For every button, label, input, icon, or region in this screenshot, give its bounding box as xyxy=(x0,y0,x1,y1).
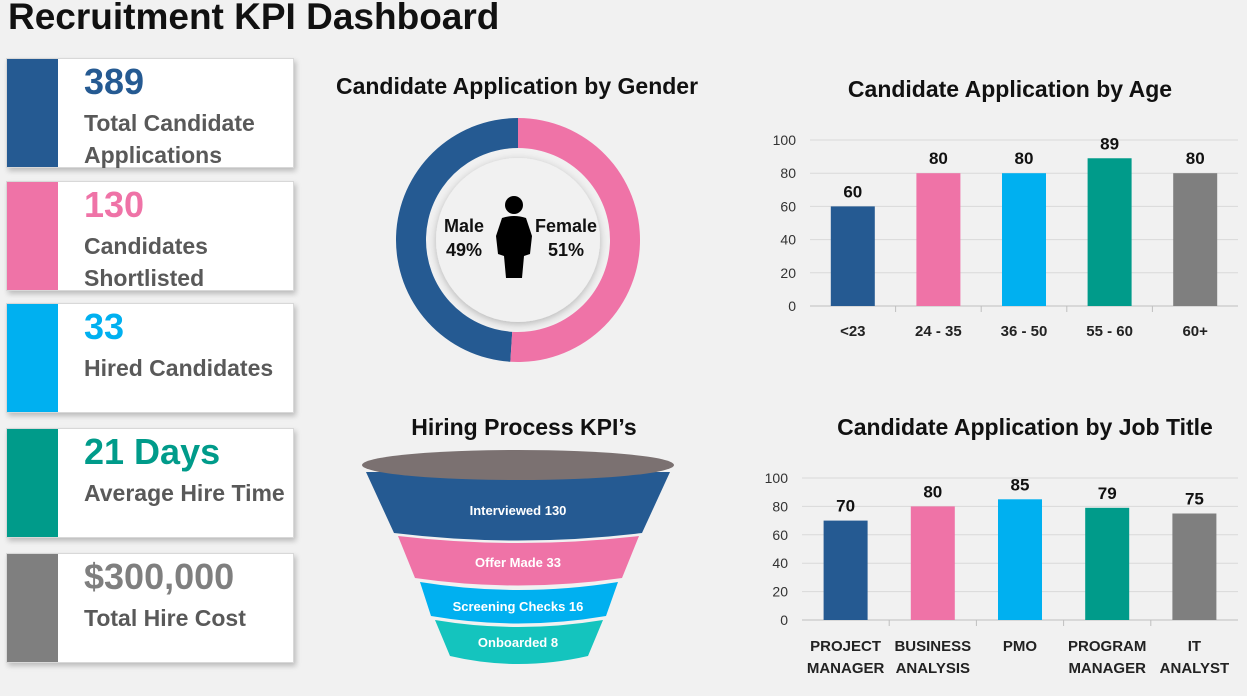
y-tick-label: 80 xyxy=(780,165,796,181)
kpi-color-bar xyxy=(7,554,58,662)
data-label: 85 xyxy=(1011,475,1030,494)
x-tick-label: 24 - 35 xyxy=(915,323,962,340)
x-tick-label: IT ANALYST xyxy=(1160,638,1229,677)
kpi-card-hire-cost: $300,000 Total Hire Cost xyxy=(6,553,294,663)
y-tick-label: 60 xyxy=(772,527,788,543)
funnel-title: Hiring Process KPI’s xyxy=(411,414,637,440)
kpi-label: Candidates Shortlisted xyxy=(84,233,208,291)
bar xyxy=(823,520,868,620)
kpi-label: Total Hire Cost xyxy=(84,605,246,631)
bar xyxy=(916,173,961,306)
y-tick-label: 100 xyxy=(765,470,789,486)
data-label: 80 xyxy=(1186,149,1205,168)
y-tick-label: 20 xyxy=(780,265,796,281)
female-label-block: Female 51% xyxy=(532,214,600,262)
y-tick-label: 0 xyxy=(788,298,796,314)
kpi-label: Average Hire Time xyxy=(84,480,285,506)
data-label: 80 xyxy=(929,149,948,168)
kpi-color-bar xyxy=(7,429,58,537)
y-tick-label: 40 xyxy=(772,555,788,571)
data-label: 60 xyxy=(843,182,862,201)
female-label: Female xyxy=(534,216,598,236)
x-tick-label: 55 - 60 xyxy=(1086,323,1133,340)
data-label: 70 xyxy=(836,497,855,516)
kpi-value: 389 xyxy=(84,61,145,102)
y-tick-label: 20 xyxy=(772,584,788,600)
kpi-card-hired: 33 Hired Candidates xyxy=(6,303,294,413)
data-label: 80 xyxy=(1015,149,1034,168)
kpi-label: Hired Candidates xyxy=(84,355,274,381)
kpi-label: Total Candidate Applications xyxy=(84,110,255,168)
kpi-value: 33 xyxy=(84,306,125,347)
x-tick-label: 60+ xyxy=(1182,323,1208,340)
funnel-stage-onboarded xyxy=(435,620,603,664)
age-chart-title: Candidate Application by Age xyxy=(847,76,1173,102)
y-tick-label: 40 xyxy=(780,232,796,248)
kpi-card-applications: 389 Total Candidate Applications xyxy=(6,58,294,168)
kpi-value: 21 Days xyxy=(84,431,221,472)
kpi-card-hire-time: 21 Days Average Hire Time xyxy=(6,428,294,538)
data-label: 89 xyxy=(1100,134,1119,153)
x-tick-label: 36 - 50 xyxy=(1001,323,1048,340)
bar xyxy=(1173,173,1218,306)
donut-slice-male xyxy=(396,118,518,362)
kpi-card-shortlisted: 130 Candidates Shortlisted xyxy=(6,181,294,291)
hiring-funnel: Interviewed 130 Offer Made 33 Screening … xyxy=(362,450,674,664)
funnel-stage-screening xyxy=(420,582,618,624)
x-tick-label: BUSINESS ANALYSIS xyxy=(894,638,971,677)
kpi-value: $300,000 xyxy=(84,556,235,597)
person-icon xyxy=(496,196,532,278)
x-tick-label: PMO xyxy=(1003,638,1038,655)
y-tick-label: 100 xyxy=(773,132,797,148)
data-label: 75 xyxy=(1185,490,1204,509)
funnel-label-onboarded: Onboarded 8 xyxy=(478,635,558,650)
page-title: Recruitment KPI Dashboard xyxy=(8,0,500,37)
male-label-block: Male 49% xyxy=(440,214,488,262)
gender-chart-title: Candidate Application by Gender xyxy=(335,73,699,99)
bar xyxy=(1087,158,1132,306)
kpi-color-bar xyxy=(7,304,58,412)
male-percent: 49% xyxy=(445,240,483,260)
male-label: Male xyxy=(443,216,485,236)
kpi-value: 130 xyxy=(84,184,145,225)
bar xyxy=(1085,507,1130,620)
y-tick-label: 80 xyxy=(772,498,788,514)
data-label: 79 xyxy=(1098,484,1117,503)
gender-donut-chart: Male 49% Female 51% xyxy=(396,118,641,362)
kpi-color-bar xyxy=(7,59,58,167)
x-tick-label: PROGRAM MANAGER xyxy=(1068,638,1146,677)
funnel-label-screening: Screening Checks 16 xyxy=(453,599,584,614)
y-tick-label: 0 xyxy=(780,612,788,628)
bar xyxy=(1002,173,1046,306)
data-label: 80 xyxy=(923,482,942,501)
job-chart-title: Candidate Application by Job Title xyxy=(837,414,1213,440)
bar xyxy=(998,499,1042,620)
kpi-color-bar xyxy=(7,182,58,290)
gender-donut-svg xyxy=(396,118,641,362)
age-bar-chart: 0 20 40 60 80 100 60 <23 80 24 - 35 80 36 - 50 89 55 … xyxy=(773,132,1238,340)
female-percent: 51% xyxy=(547,240,585,260)
x-tick-label: PROJECT MANAGER xyxy=(807,638,885,677)
x-tick-label: <23 xyxy=(840,323,865,340)
job-title-bar-chart: 0 20 40 60 80 100 70 PROJECT MANAGER 80 BUSINESS AN… xyxy=(765,470,1238,677)
funnel-label-interviewed: Interviewed 130 xyxy=(470,503,567,518)
donut-slice-female xyxy=(510,118,641,362)
bar xyxy=(1172,513,1217,620)
funnel-stage-offer xyxy=(398,536,639,586)
bar xyxy=(830,206,875,306)
funnel-label-offer: Offer Made 33 xyxy=(475,555,561,570)
funnel-stage-interviewed xyxy=(366,472,670,541)
funnel-rim xyxy=(362,450,674,480)
y-tick-label: 60 xyxy=(780,198,796,214)
bar xyxy=(910,506,955,620)
